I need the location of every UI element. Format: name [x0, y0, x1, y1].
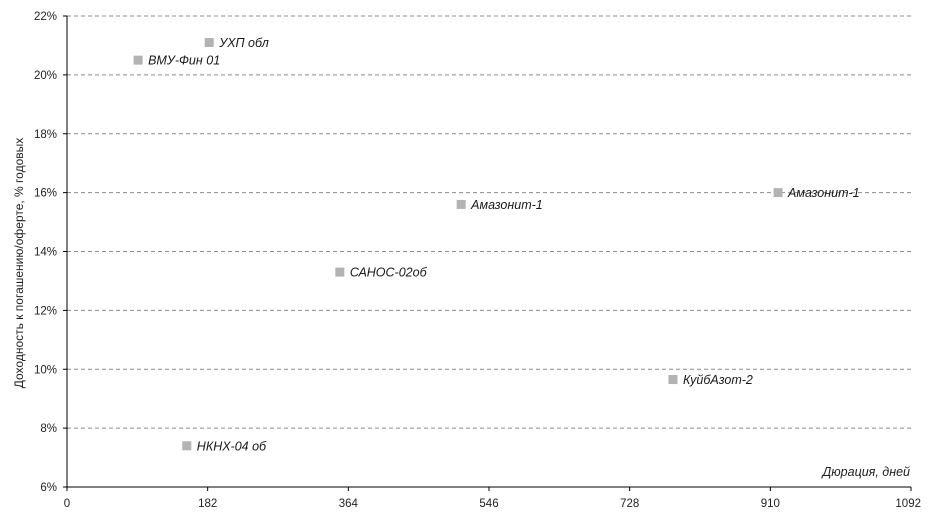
data-point-marker [668, 375, 678, 385]
y-tick-label: 16% [34, 188, 57, 200]
x-tick-label: 182 [198, 498, 217, 510]
data-point-marker [204, 37, 214, 47]
x-tick-label: 364 [339, 498, 359, 510]
data-point-label: Амазонит-1 [787, 186, 860, 200]
data-point-marker [773, 188, 783, 198]
y-tick-label: 20% [34, 70, 57, 82]
x-tick-label: 546 [479, 498, 498, 510]
data-point-marker [133, 55, 143, 65]
y-tick-label: 6% [40, 482, 57, 494]
grid-lines [67, 15, 911, 429]
data-point-label: Амазонит-1 [470, 198, 543, 212]
y-tick-label: 10% [34, 364, 57, 376]
x-tick-label: 728 [620, 498, 639, 510]
data-point-label: УХП обл [218, 36, 269, 50]
y-tick-label: 18% [34, 129, 57, 141]
y-tick-label: 8% [40, 423, 57, 435]
data-point-marker [335, 267, 345, 277]
data-point-label: КуйбАзот-2 [683, 373, 753, 387]
x-tick-label: 0 [64, 498, 70, 510]
data-point-marker [456, 199, 466, 209]
x-tick-label: 910 [761, 498, 780, 510]
data-point-label: НКНХ-04 об [197, 439, 267, 453]
y-tick-label: 22% [34, 11, 57, 23]
x-axis-title: Дюрация, дней [820, 465, 910, 479]
data-points: УХП обл ВМУ-Фин 01 Амазонит-1 Амазонит-1 САН… [133, 36, 860, 453]
x-ticks: 0 182 364 546 728 910 1092 [64, 487, 921, 510]
y-ticks: 6% 8% 10% 12% 14% 16% 18% 20% 22% [34, 11, 67, 494]
x-tick-label: 1092 [895, 498, 921, 510]
data-point-marker [182, 441, 192, 451]
y-tick-label: 12% [34, 305, 57, 317]
y-axis-title: Доходность к погашению/оферте, % годовых [12, 138, 26, 389]
data-point-label: САНОС-02об [350, 266, 428, 280]
data-point-label: ВМУ-Фин 01 [148, 54, 220, 68]
y-tick-label: 14% [34, 247, 57, 259]
